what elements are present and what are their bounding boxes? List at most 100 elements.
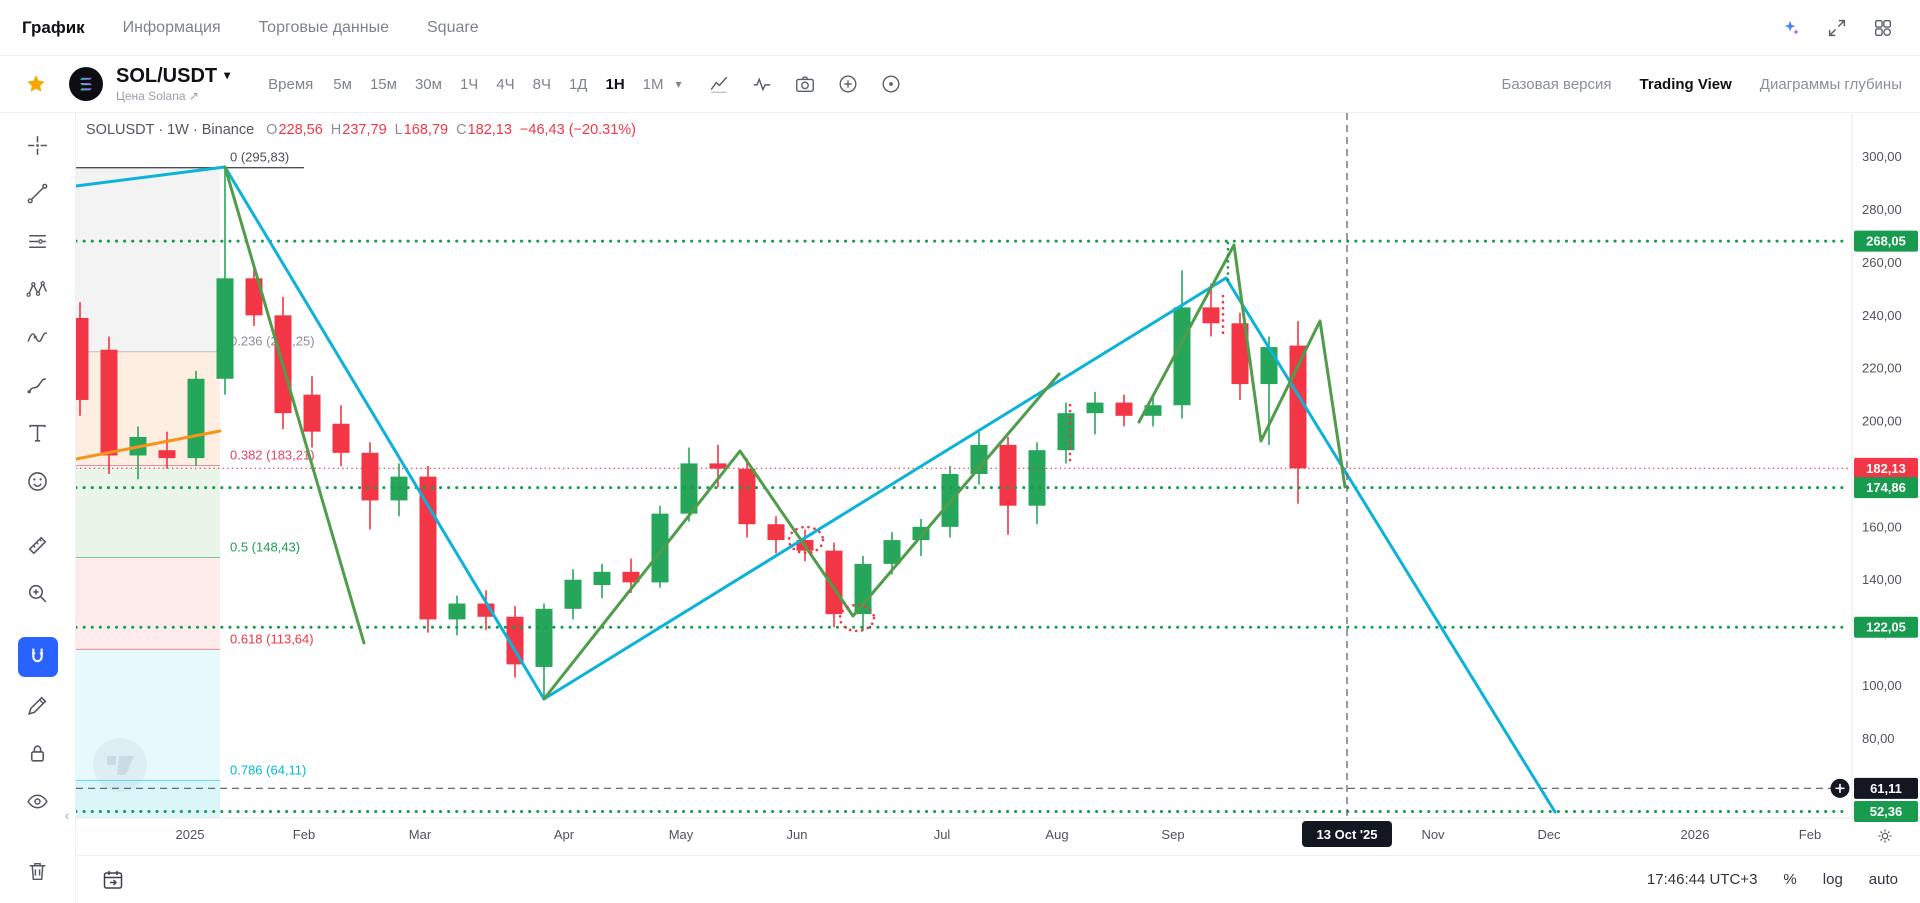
time-tick-label[interactable]: Aug [1045,827,1068,842]
green-zigzag-top-line[interactable] [1137,243,1347,489]
cyan-zigzag-line[interactable] [76,165,1557,814]
symbol-subtitle-text: Цена Solana [116,89,186,103]
timeframe-button[interactable]: 1Ч [452,71,486,98]
eye-tool-icon[interactable] [18,781,58,821]
time-tick-label[interactable]: Apr [554,827,575,842]
emoji-tool-icon[interactable] [18,461,58,501]
price-badge-182,13[interactable]: 182,13 [1854,457,1918,479]
green-impulse-line[interactable] [223,165,366,645]
price-tick-label[interactable]: 160,00 [1862,519,1902,534]
time-tick-label[interactable]: Feb [293,827,315,842]
timeframe-button[interactable]: 30м [407,71,450,98]
price-tick-label[interactable]: 80,00 [1862,731,1895,746]
fib-label-0.236: 0.236 (226,25) [230,334,315,349]
auto-scale-toggle[interactable]: auto [1868,871,1898,888]
percent-scale-toggle[interactable]: % [1783,871,1797,888]
trash-tool[interactable] [18,851,58,891]
xabcd-pattern-tool-icon[interactable] [18,269,58,309]
timeframe-button[interactable]: 8Ч [525,71,559,98]
time-tick-label[interactable]: Dec [1537,827,1561,842]
red-dotted-ellipse[interactable] [787,525,825,555]
timeframe-menu-caret[interactable]: ▾ [672,73,686,95]
timeframe-button[interactable]: 5м [325,71,360,98]
view-tab[interactable]: Диаграммы глубины [1759,75,1902,93]
time-tick-label[interactable]: 2026 [1681,827,1710,842]
price-tick-label[interactable]: 260,00 [1862,255,1902,270]
time-tick-label[interactable]: Sep [1161,827,1184,842]
price-tick-label[interactable]: 280,00 [1862,202,1902,217]
log-scale-toggle[interactable]: log [1822,871,1843,888]
timeframe-button[interactable]: 15м [362,71,405,98]
clock[interactable]: 17:46:44 UTC+3 [1646,871,1758,888]
symbol-name[interactable]: SOL/USDT [116,65,218,87]
chart-area[interactable]: 0 (295,83) 0.236 (226,25) 0.382 (183,21) 0.… [76,113,1920,855]
external-link-icon: ↗ [188,89,199,103]
price-tick-label[interactable]: 300,00 [1862,149,1902,164]
text-tool-icon[interactable] [18,413,58,453]
chart-style-icon[interactable] [702,67,736,101]
time-tick-label[interactable]: Jul [934,827,951,842]
top-nav-tab[interactable]: Торговые данные [258,18,389,36]
horizontal-lines-tool-icon[interactable] [18,221,58,261]
price-tick-label[interactable]: 220,00 [1862,361,1902,376]
plot-area[interactable]: 0 (295,83) 0.236 (226,25) 0.382 (183,21) 0.… [76,113,1848,820]
goto-date-icon[interactable] [98,865,128,895]
brush-tool-icon[interactable] [18,365,58,405]
lock-tool-icon[interactable] [18,733,58,773]
timeframe-button[interactable]: 1Н [597,71,632,98]
ai-assistant-icon[interactable] [1776,13,1806,43]
collapse-rail-icon[interactable]: ‹ [60,803,74,827]
top-nav-tab[interactable]: Square [427,18,479,36]
axis-settings-gear-icon[interactable] [1875,826,1897,848]
green-zigzag-mid-line[interactable] [542,372,1061,701]
add-icon[interactable] [831,67,865,101]
price-tick-label[interactable]: 140,00 [1862,572,1902,587]
apps-grid-icon[interactable] [1868,13,1898,43]
indicators-icon[interactable] [745,67,779,101]
top-nav-tab[interactable]: График [22,17,85,37]
price-badge-52,36[interactable]: 52,36 [1854,800,1918,822]
trend-line-tool-icon[interactable] [18,173,58,213]
view-tab[interactable]: Базовая версия [1501,75,1612,93]
top-nav-tabs: График Информация Торговые данные Square [22,18,479,38]
zoom-tool-icon[interactable] [18,573,58,613]
timeframe-button[interactable]: 1Д [561,71,596,98]
timeframe-button[interactable]: 4Ч [488,71,522,98]
crosshair-tool-icon[interactable] [18,125,58,165]
favorite-star-icon[interactable] [18,66,54,102]
price-tick-label[interactable]: 100,00 [1862,678,1902,693]
top-nav: График Информация Торговые данные Square [0,0,1920,56]
orange-trend-line[interactable] [76,429,222,461]
symbol-subtitle[interactable]: Цена Solana ↗ [116,89,230,103]
time-tick-label[interactable]: May [669,827,694,842]
red-dotted-ellipse[interactable] [838,603,876,633]
price-chart[interactable]: 0 (295,83) 0.236 (226,25) 0.382 (183,21) 0.… [76,113,1920,855]
top-nav-tab[interactable]: Информация [122,18,221,36]
price-badge-61,11[interactable]: 61,11 [1830,777,1919,799]
chart-view-tabs: Базовая версия Trading View Диаграммы глуб… [1502,76,1902,93]
magnet-tool-icon[interactable] [17,637,58,677]
time-tick-label[interactable]: 2025 [176,827,205,842]
fullscreen-icon[interactable] [1822,13,1852,43]
time-tick-label[interactable]: Feb [1799,827,1821,842]
view-tab[interactable]: Trading View [1639,75,1732,93]
price-badge-174,86[interactable]: 174,86 [1854,477,1918,499]
patterns-tool-icon[interactable] [18,317,58,357]
time-tick-label[interactable]: Mar [409,827,432,842]
candles [76,167,1307,699]
alert-icon[interactable] [874,67,908,101]
price-badge-268,05[interactable]: 268,05 [1854,230,1918,252]
fib-label-0.786: 0.786 (64,11) [230,762,306,777]
price-tick-label[interactable]: 240,00 [1862,308,1902,323]
symbol-dropdown-caret[interactable]: ▾ [224,68,231,83]
price-badge-122,05[interactable]: 122,05 [1854,616,1918,638]
ruler-tool-icon[interactable] [18,525,58,565]
price-tick-label[interactable]: 200,00 [1862,414,1902,429]
chart-toolbar: SOL/USDT ▾ Цена Solana ↗ Время 5м 15м 30м 1… [0,56,1920,113]
time-tick-label[interactable]: Nov [1421,827,1445,842]
ohlc-L: L168,79 [394,122,449,138]
timeframe-button[interactable]: 1М [635,71,672,98]
edit-tool-icon[interactable] [18,685,58,725]
snapshot-icon[interactable] [788,67,822,101]
time-tick-label[interactable]: Jun [787,827,808,842]
